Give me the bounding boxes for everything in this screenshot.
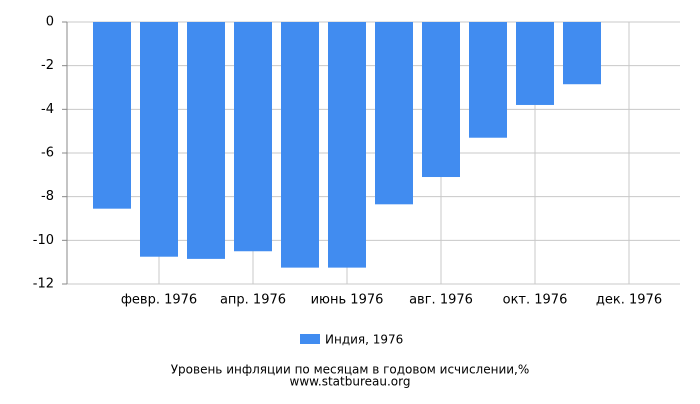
bar: [422, 22, 460, 178]
bar: [328, 22, 366, 268]
x-tick-label: окт. 1976: [503, 293, 568, 308]
chart-title: Уровень инфляции по месяцам в годовом ис…: [171, 363, 530, 377]
y-tick-label: -6: [41, 146, 54, 161]
x-tick-label: авг. 1976: [409, 293, 473, 308]
x-tick-label: февр. 1976: [121, 293, 197, 308]
y-tick-label: -12: [33, 277, 54, 292]
bar: [375, 22, 413, 205]
bar: [234, 22, 272, 252]
y-tick-label: -8: [41, 189, 54, 204]
bar: [563, 22, 601, 85]
legend-label: Индия, 1976: [325, 333, 403, 347]
bar: [281, 22, 319, 268]
legend-swatch: [300, 334, 320, 344]
y-tick-label: -10: [33, 233, 54, 248]
x-tick-label: июнь 1976: [311, 293, 384, 308]
y-tick-label: -4: [41, 102, 54, 117]
bar: [516, 22, 554, 105]
x-tick-label: дек. 1976: [596, 293, 662, 308]
bar: [469, 22, 507, 138]
bar: [140, 22, 178, 257]
bar: [187, 22, 225, 259]
bar: [93, 22, 131, 209]
chart-subtitle: www.statbureau.org: [290, 375, 411, 389]
x-tick-label: апр. 1976: [220, 293, 286, 308]
y-tick-label: 0: [46, 15, 54, 30]
y-tick-label: -2: [41, 58, 54, 73]
